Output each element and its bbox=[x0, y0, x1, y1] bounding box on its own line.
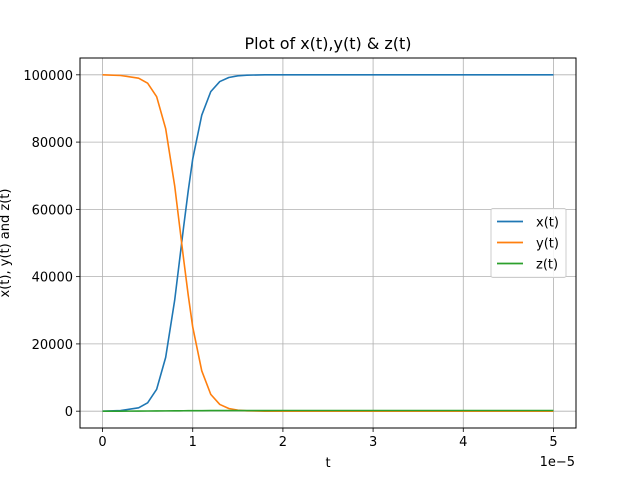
x-tick-label: 4 bbox=[459, 435, 467, 450]
legend-label-zt: z(t) bbox=[536, 258, 558, 273]
x-tick-label: 5 bbox=[549, 435, 557, 450]
x-tick-label: 1 bbox=[189, 435, 197, 450]
ticks: 0 1 2 3 4 5 0 20000 40000 60000 80000 100000 bbox=[23, 69, 557, 450]
x-tick-label: 0 bbox=[98, 435, 106, 450]
x-tick-label: 2 bbox=[279, 435, 287, 450]
series-lines bbox=[102, 74, 554, 412]
legend-label-xt: x(t) bbox=[536, 216, 559, 231]
legend: x(t) y(t) z(t) bbox=[490, 208, 567, 278]
y-tick-label: 100000 bbox=[23, 69, 73, 84]
series-line-xt bbox=[102, 74, 554, 412]
legend-label-yt: y(t) bbox=[536, 237, 559, 252]
y-tick-label: 0 bbox=[65, 405, 73, 420]
y-tick-label: 20000 bbox=[32, 338, 73, 353]
chart-title: Plot of x(t),y(t) & z(t) bbox=[244, 34, 411, 53]
y-tick-label: 60000 bbox=[32, 203, 73, 218]
y-tick-label: 80000 bbox=[32, 136, 73, 151]
plot-frame bbox=[79, 57, 577, 429]
legend-box bbox=[490, 208, 567, 278]
y-axis-label: x(t), y(t) and z(t) bbox=[0, 189, 13, 298]
y-tick-label: 40000 bbox=[32, 271, 73, 286]
x-axis-label: t bbox=[325, 456, 330, 471]
x-tick-label: 3 bbox=[369, 435, 377, 450]
x-offset-label: 1e−5 bbox=[540, 455, 575, 470]
series-line-zt bbox=[102, 409, 554, 412]
